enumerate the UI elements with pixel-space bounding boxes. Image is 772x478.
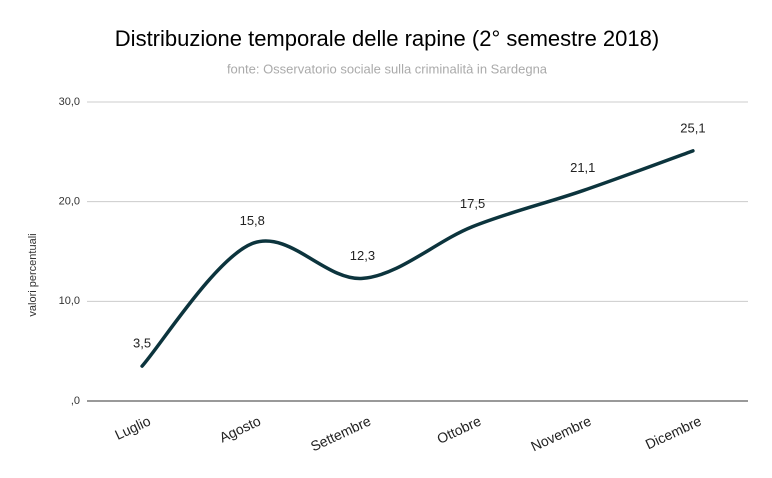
- y-tick-label: 20,0: [59, 196, 80, 208]
- data-label: 12,3: [350, 248, 375, 263]
- data-line: [140, 149, 695, 368]
- y-tick-label: ,0: [71, 395, 80, 407]
- x-tick-label: Novembre: [528, 412, 593, 454]
- chart-title: Distribuzione temporale delle rapine (2°…: [115, 26, 659, 51]
- x-tick-label: Settembre: [308, 412, 373, 454]
- chart-subtitle: fonte: Osservatorio sociale sulla crimin…: [227, 61, 548, 76]
- data-label: 17,5: [460, 196, 485, 211]
- x-tick-label: Ottobre: [434, 412, 483, 446]
- x-tick-label: Luglio: [112, 412, 153, 442]
- data-label: 3,5: [133, 336, 151, 351]
- y-axis-label: valori percentuali: [27, 233, 39, 316]
- y-tick-label: 10,0: [59, 295, 80, 307]
- x-tick-label: Agosto: [217, 412, 263, 445]
- data-label: 25,1: [680, 120, 705, 135]
- data-label: 21,1: [570, 160, 595, 175]
- y-tick-label: 30,0: [59, 96, 80, 108]
- data-label: 15,8: [240, 213, 265, 228]
- x-tick-label: Dicembre: [643, 412, 704, 452]
